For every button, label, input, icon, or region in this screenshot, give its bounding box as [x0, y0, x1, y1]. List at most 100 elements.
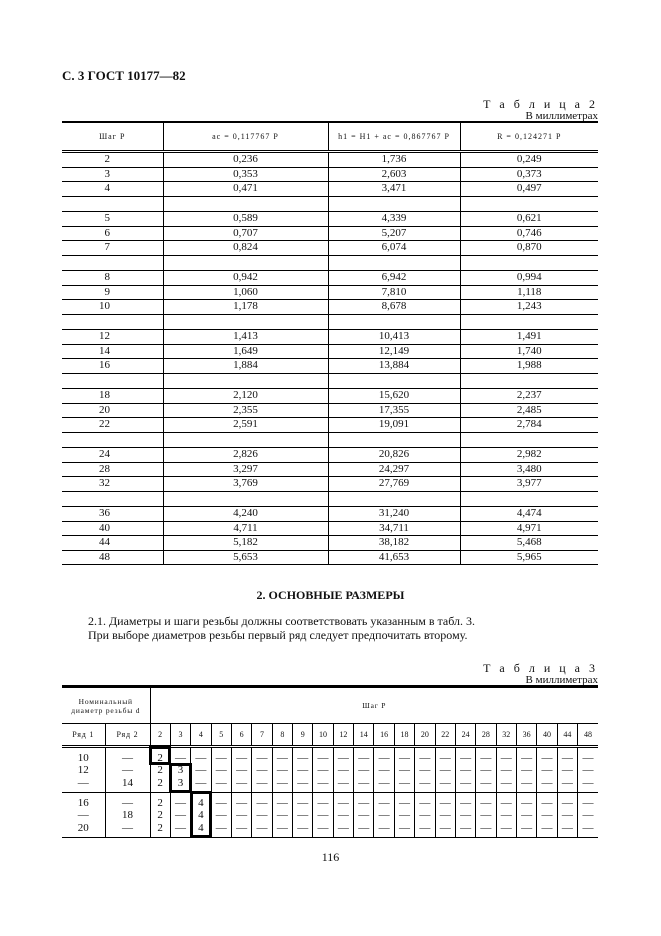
- cell: 34,711: [327, 521, 460, 536]
- table-row: 16 1,884 13,884 1,988: [62, 358, 598, 374]
- pitch-cell: —: [475, 792, 497, 810]
- pitch-value: 22: [99, 418, 110, 431]
- cell: 3: [62, 167, 163, 182]
- cell: 2,120: [162, 388, 328, 404]
- cell: 0,824: [162, 240, 328, 256]
- cell: 8,678: [327, 299, 460, 315]
- cell: 5,965: [459, 550, 598, 565]
- empty-cell: [162, 314, 328, 330]
- cell: 2,826: [162, 447, 328, 463]
- cell: 2,237: [459, 388, 598, 404]
- pitch-col-header: 16: [373, 723, 395, 748]
- cell: 2: [62, 151, 163, 168]
- pitch-cell: 4: [190, 821, 212, 838]
- table2-units: В миллиметрах: [525, 110, 598, 122]
- pitch-value: 36: [99, 507, 110, 520]
- cell: 24: [62, 447, 163, 463]
- spacer-row: [62, 196, 598, 212]
- cell: 10,413: [327, 329, 460, 345]
- pitch-cell: —: [190, 776, 212, 793]
- cell: 5,653: [162, 550, 328, 565]
- cell: 20: [62, 403, 163, 418]
- pitch-cell: —: [332, 764, 354, 777]
- pitch-cell: —: [577, 821, 599, 838]
- cell: 1,988: [459, 358, 598, 374]
- pitch-value: 7: [104, 241, 111, 254]
- cell: 0,373: [459, 167, 598, 182]
- pitch-cell: —: [536, 821, 558, 838]
- cell: 1,060: [162, 285, 328, 300]
- cell: 8: [62, 270, 163, 286]
- table-row: 10 1,178 8,678 1,243: [62, 299, 598, 315]
- pitch-cell: 3: [169, 776, 191, 793]
- pitch-cell: 4: [190, 809, 212, 822]
- cell: 40: [62, 521, 163, 536]
- table-row: 12—2 3— — — — — — — — — — — — — — — — — — — —: [62, 764, 599, 777]
- table2-caption: Т а б л и ц а 2 В миллиметрах: [483, 98, 598, 122]
- cell: 0,471: [162, 181, 328, 197]
- cell: 7,810: [327, 285, 460, 300]
- pitch-col-header: 20: [414, 723, 436, 748]
- pitch-cell: —: [454, 764, 476, 777]
- pitch-cell: —: [414, 792, 436, 810]
- pitch-cell: —: [556, 792, 578, 810]
- pitch-col-header: 14: [353, 723, 374, 748]
- empty-cell: [62, 255, 163, 271]
- pitch-cell: —: [332, 809, 354, 822]
- pitch-cell: —: [556, 776, 578, 793]
- empty-cell: [459, 314, 598, 330]
- pitch-cell: —: [434, 746, 456, 765]
- cell: 5: [62, 211, 163, 227]
- cell: 4: [62, 181, 163, 197]
- pitch-col-header: 40: [536, 723, 558, 748]
- pitch-cell: —: [577, 809, 599, 822]
- cell: 3,297: [162, 462, 328, 477]
- row2-diameter: —: [104, 746, 150, 765]
- cell: 3,480: [459, 462, 598, 477]
- cell: 6: [62, 226, 163, 241]
- pitch-cell: 2: [149, 764, 171, 777]
- pitch-col-header: 24: [454, 723, 476, 748]
- pitch-cell: —: [536, 746, 558, 765]
- pitch-cell: —: [169, 792, 191, 810]
- pitch-cell: —: [475, 809, 497, 822]
- cell: 13,884: [327, 358, 460, 374]
- cell: 28: [62, 462, 163, 477]
- cell: 0,994: [459, 270, 598, 286]
- cell: 4,339: [327, 211, 460, 227]
- pitch-cell: —: [515, 809, 537, 822]
- empty-cell: [162, 373, 328, 389]
- pitch-cell: —: [271, 821, 293, 838]
- pitch-cell: —: [210, 746, 232, 765]
- empty-cell: [459, 196, 598, 212]
- pitch-cell: —: [495, 746, 517, 765]
- pitch-cell: —: [414, 809, 436, 822]
- pitch-cell: —: [515, 821, 537, 838]
- cell: 0,353: [162, 167, 328, 182]
- pitch-cell: —: [210, 809, 232, 822]
- pitch-cell: —: [434, 764, 456, 777]
- cell: 4,240: [162, 506, 328, 522]
- table-row: 7 0,824 6,074 0,870: [62, 240, 598, 256]
- empty-cell: [459, 491, 598, 507]
- pitch-cell: —: [454, 809, 476, 822]
- table-row: 3 0,353 2,603 0,373: [62, 167, 598, 182]
- pitch-cell: —: [577, 776, 599, 793]
- pitch-value: 2: [104, 153, 111, 166]
- pitch-cell: —: [577, 764, 599, 777]
- cell: 0,707: [162, 226, 328, 241]
- cell: 1,178: [162, 299, 328, 315]
- row1-diameter: 20: [62, 821, 105, 838]
- cell: 2,591: [162, 417, 328, 433]
- row1-header: Ряд 1: [62, 723, 105, 748]
- pitch-col-header: 22: [434, 723, 456, 748]
- pitch-col-header: 12: [332, 723, 354, 748]
- pitch-cell: —: [210, 764, 232, 777]
- row2-diameter: —: [104, 821, 150, 838]
- pitch-cell: —: [393, 776, 415, 793]
- spacer-row: [62, 314, 598, 330]
- pitch-col-header: 7: [251, 723, 273, 748]
- cell: 12,149: [327, 344, 460, 359]
- pitch-cell: —: [312, 809, 334, 822]
- table-row: 5 0,589 4,339 0,621: [62, 211, 598, 227]
